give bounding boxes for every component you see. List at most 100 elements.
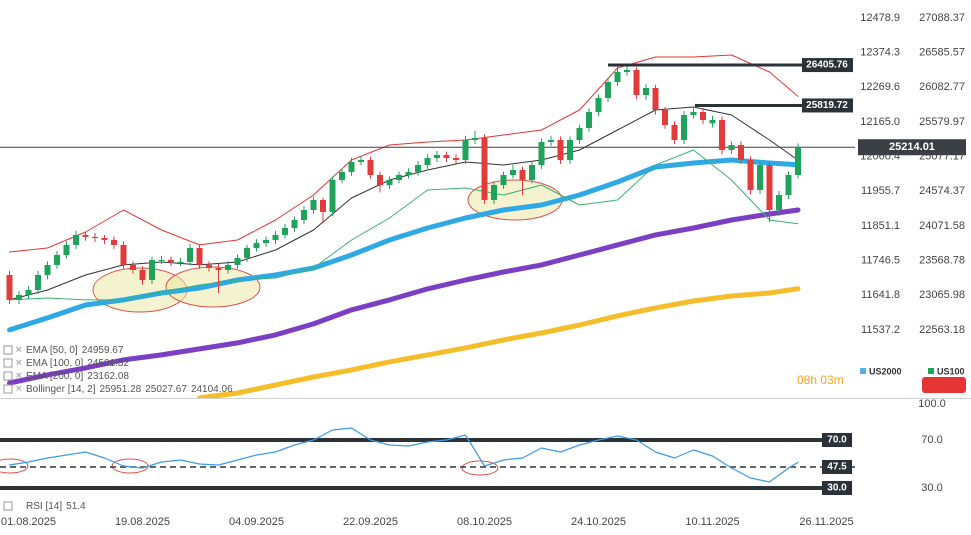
candle-body bbox=[25, 289, 32, 295]
y2-tick-label: 12060.4 bbox=[860, 151, 900, 163]
candle-body bbox=[358, 159, 364, 162]
y-tick-label: 23568.78 bbox=[919, 255, 965, 267]
instrument-swatch bbox=[860, 368, 866, 374]
bollinger-band bbox=[9, 149, 799, 301]
legend-text: 24959.67 bbox=[82, 345, 124, 356]
candle-body bbox=[234, 257, 241, 265]
legend-text: EMA [100, 0] bbox=[26, 358, 83, 369]
candle-body bbox=[225, 264, 231, 270]
candle-body bbox=[633, 70, 640, 96]
candle-body bbox=[35, 274, 41, 290]
legend-icon: ✕ bbox=[15, 357, 23, 367]
legend-text: 24501.32 bbox=[87, 358, 129, 369]
candle-body bbox=[576, 127, 583, 140]
candle-body bbox=[472, 137, 478, 140]
candle-body bbox=[415, 165, 421, 172]
x-tick-label: 04.09.2025 bbox=[229, 516, 284, 528]
ema-line bbox=[197, 286, 801, 398]
main-plot bbox=[0, 54, 855, 398]
candle-body bbox=[700, 111, 706, 120]
legend-text: EMA [200, 0] bbox=[26, 371, 83, 382]
candle-body bbox=[605, 82, 611, 99]
candle-body bbox=[671, 125, 678, 140]
candle-body bbox=[206, 264, 212, 268]
candle-body bbox=[396, 175, 402, 180]
y-tick-label: 22563.18 bbox=[919, 324, 965, 336]
candle-body bbox=[244, 247, 250, 258]
legend-text: 23162.08 bbox=[87, 371, 129, 382]
candle-body bbox=[624, 70, 630, 73]
legend-text: RSI [14] bbox=[26, 501, 62, 512]
candle-body bbox=[6, 274, 13, 300]
x-tick-label: 01.08.2025 bbox=[1, 516, 56, 528]
candle-body bbox=[529, 165, 535, 180]
candle-body bbox=[367, 159, 374, 176]
candle-body bbox=[728, 145, 735, 150]
y2-tick-label: 11955.7 bbox=[861, 185, 900, 197]
candle-body bbox=[757, 165, 763, 190]
candle-body bbox=[538, 141, 545, 166]
bollinger-band bbox=[9, 54, 799, 253]
candle-body bbox=[253, 242, 260, 248]
candle-body bbox=[462, 139, 469, 160]
legend-icon: ✕ bbox=[15, 370, 23, 380]
y2-tick-label: 11537.2 bbox=[861, 324, 900, 336]
rsi-tick-label: 70.0 bbox=[921, 434, 942, 446]
level-label-box bbox=[802, 98, 853, 113]
candle-body bbox=[139, 269, 146, 280]
candle-body bbox=[301, 209, 307, 220]
candle-body bbox=[424, 157, 431, 166]
candle-body bbox=[510, 169, 516, 176]
ema-line bbox=[7, 207, 801, 386]
candle-body bbox=[481, 137, 488, 200]
candle-body bbox=[567, 139, 573, 160]
legend-entry: Bollinger [14, 2] 25951.28 25027.67 24104.0… bbox=[26, 384, 233, 395]
legend-text: 25951.28 bbox=[100, 384, 142, 395]
x-tick-label: 08.10.2025 bbox=[457, 516, 512, 528]
candle-body bbox=[158, 259, 165, 261]
candle-body bbox=[177, 261, 184, 263]
overlay-layer: 26405.76 25819.72 27088.37 26585.57 26082.77… bbox=[1, 12, 966, 528]
candle-body bbox=[111, 239, 117, 245]
candle-body bbox=[709, 119, 716, 124]
legend-text: Bollinger [14, 2] bbox=[26, 384, 96, 395]
candle-body bbox=[652, 88, 659, 110]
candle-body bbox=[776, 195, 782, 210]
rsi-level-box bbox=[822, 460, 852, 474]
candle-body bbox=[196, 247, 203, 265]
candle-body bbox=[54, 254, 60, 265]
level-label: 25819.72 bbox=[806, 100, 848, 111]
y2-tick-label: 12269.6 bbox=[860, 81, 900, 93]
candle-body bbox=[339, 171, 345, 180]
instrument-name: US100 bbox=[937, 366, 965, 376]
candle-body bbox=[586, 111, 592, 128]
candle-body bbox=[443, 155, 450, 158]
rsi-level-box bbox=[822, 481, 852, 495]
instrument-swatch bbox=[928, 368, 934, 374]
rsi-tick-label: 30.0 bbox=[921, 482, 942, 494]
candle-body bbox=[310, 199, 317, 210]
legend-entry: EMA [100, 0] 24501.32 bbox=[26, 358, 129, 369]
instrument-badge bbox=[922, 377, 966, 393]
candle-body bbox=[386, 179, 393, 186]
candle-body bbox=[785, 175, 792, 196]
candle-body bbox=[120, 244, 127, 265]
price-box bbox=[858, 139, 966, 156]
candle-body bbox=[453, 157, 459, 160]
candle-body bbox=[519, 169, 526, 180]
candle-body bbox=[101, 237, 108, 240]
candle-body bbox=[263, 239, 269, 243]
rsi-line bbox=[8, 427, 799, 483]
y2-tick-label: 12165.0 bbox=[860, 116, 900, 128]
candle-body bbox=[719, 119, 725, 150]
y2-tick-label: 12374.3 bbox=[860, 47, 900, 59]
candle-body bbox=[187, 247, 193, 262]
legend-text: 51.4 bbox=[66, 501, 86, 512]
candle-body bbox=[434, 155, 440, 158]
candle-body bbox=[595, 98, 602, 112]
legend-entry: EMA [200, 0] 23162.08 bbox=[26, 371, 129, 382]
candle-body bbox=[73, 234, 79, 245]
y2-tick-label: 11851.1 bbox=[861, 220, 900, 232]
